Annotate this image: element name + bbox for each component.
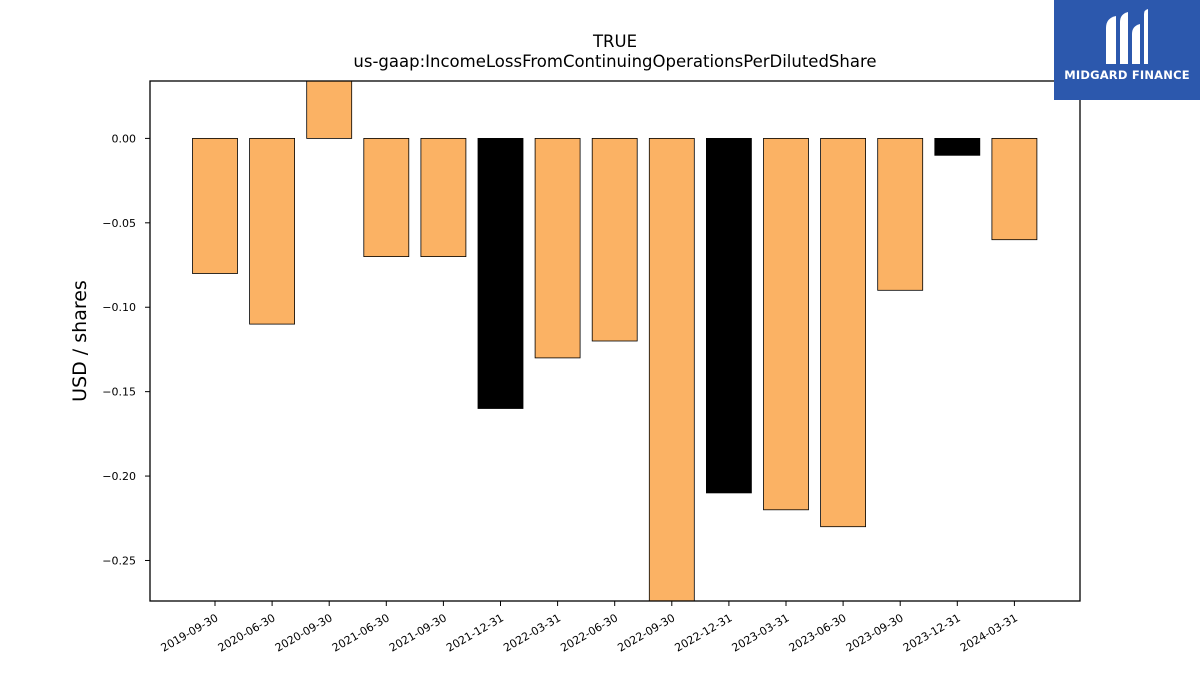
x-tick-label: 2023-12-31 (901, 611, 963, 654)
x-tick-label: 2021-12-31 (444, 611, 506, 654)
x-tick-label: 2022-06-30 (558, 611, 620, 654)
x-tick-label: 2020-06-30 (216, 611, 278, 654)
x-tick-label: 2021-09-30 (387, 611, 449, 654)
bar-2023-12-31 (934, 137, 981, 156)
bar-2020-06-30 (249, 137, 296, 325)
bar-2019-09-30 (192, 137, 238, 274)
y-axis-label: USD / shares (69, 280, 91, 402)
y-tick-label: −0.15 (102, 386, 136, 399)
bar-2022-06-30 (591, 137, 638, 342)
y-tick-label: 0.00 (112, 132, 137, 145)
x-tick-label: 2020-09-30 (273, 611, 335, 654)
x-tick-label: 2023-06-30 (787, 611, 849, 654)
brand-name: MIDGARD FINANCE (1064, 68, 1190, 82)
brand-mark-icon (1106, 9, 1148, 64)
x-axis: 2019-09-302020-06-302020-09-302021-06-30… (159, 601, 1020, 655)
x-tick-label: 2022-03-31 (501, 611, 563, 654)
x-tick-label: 2024-03-31 (958, 611, 1020, 654)
y-tick-label: −0.10 (102, 301, 136, 314)
x-tick-label: 2022-12-31 (673, 611, 735, 654)
bar-2022-03-31 (534, 137, 581, 359)
bar-2020-09-30 (306, 81, 353, 139)
bar-2023-03-31 (763, 137, 809, 511)
bar-2021-12-31 (477, 137, 524, 409)
y-tick-label: −0.20 (102, 470, 136, 483)
x-tick-label: 2023-09-30 (844, 611, 906, 654)
bars-group (192, 81, 1038, 601)
x-tick-label: 2019-09-30 (159, 611, 221, 654)
y-tick-label: −0.25 (102, 554, 136, 567)
x-tick-label: 2022-09-30 (615, 611, 677, 654)
bar-2024-03-31 (991, 137, 1038, 241)
y-axis: 0.00 −0.05 −0.10 −0.15 −0.20 −0.25 (102, 132, 150, 567)
bar-2022-12-31 (706, 137, 752, 494)
y-tick-label: −0.05 (102, 217, 136, 230)
bar-2021-06-30 (363, 137, 410, 257)
bar-2021-09-30 (420, 137, 467, 257)
x-tick-label: 2023-03-31 (730, 611, 792, 654)
x-tick-label: 2021-06-30 (330, 611, 392, 654)
chart-title: TRUE (592, 32, 638, 51)
brand-logo: MIDGARD FINANCE (1054, 0, 1200, 100)
bar-2023-09-30 (877, 137, 924, 291)
chart-subtitle: us-gaap:IncomeLossFromContinuingOperatio… (353, 52, 877, 71)
bar-2023-06-30 (820, 137, 866, 528)
bar-2022-09-30 (648, 137, 695, 601)
